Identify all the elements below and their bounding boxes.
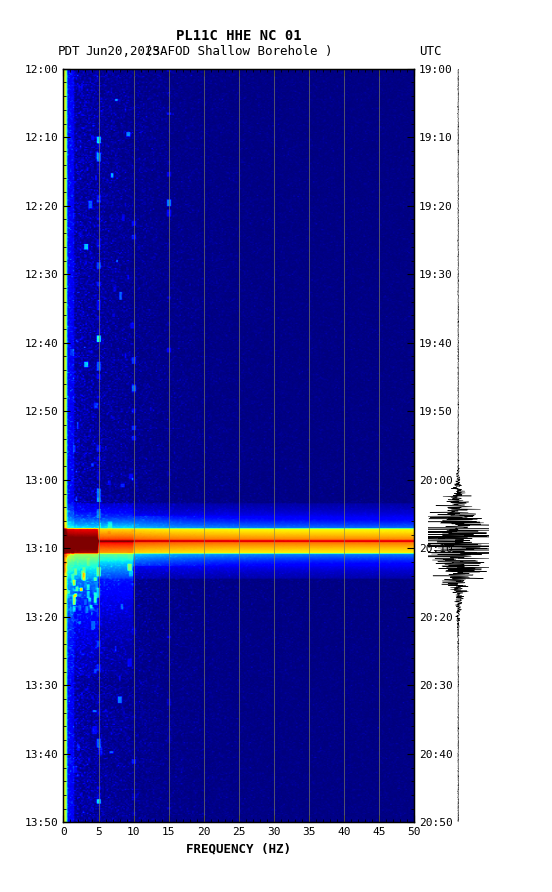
X-axis label: FREQUENCY (HZ): FREQUENCY (HZ) <box>186 843 291 855</box>
Text: UTC: UTC <box>420 45 442 58</box>
Text: PDT: PDT <box>58 45 81 58</box>
Text: USGS: USGS <box>23 15 49 25</box>
Text: Jun20,2023: Jun20,2023 <box>86 45 161 58</box>
Text: (SAFOD Shallow Borehole ): (SAFOD Shallow Borehole ) <box>145 45 332 58</box>
Text: PL11C HHE NC 01: PL11C HHE NC 01 <box>176 29 301 43</box>
